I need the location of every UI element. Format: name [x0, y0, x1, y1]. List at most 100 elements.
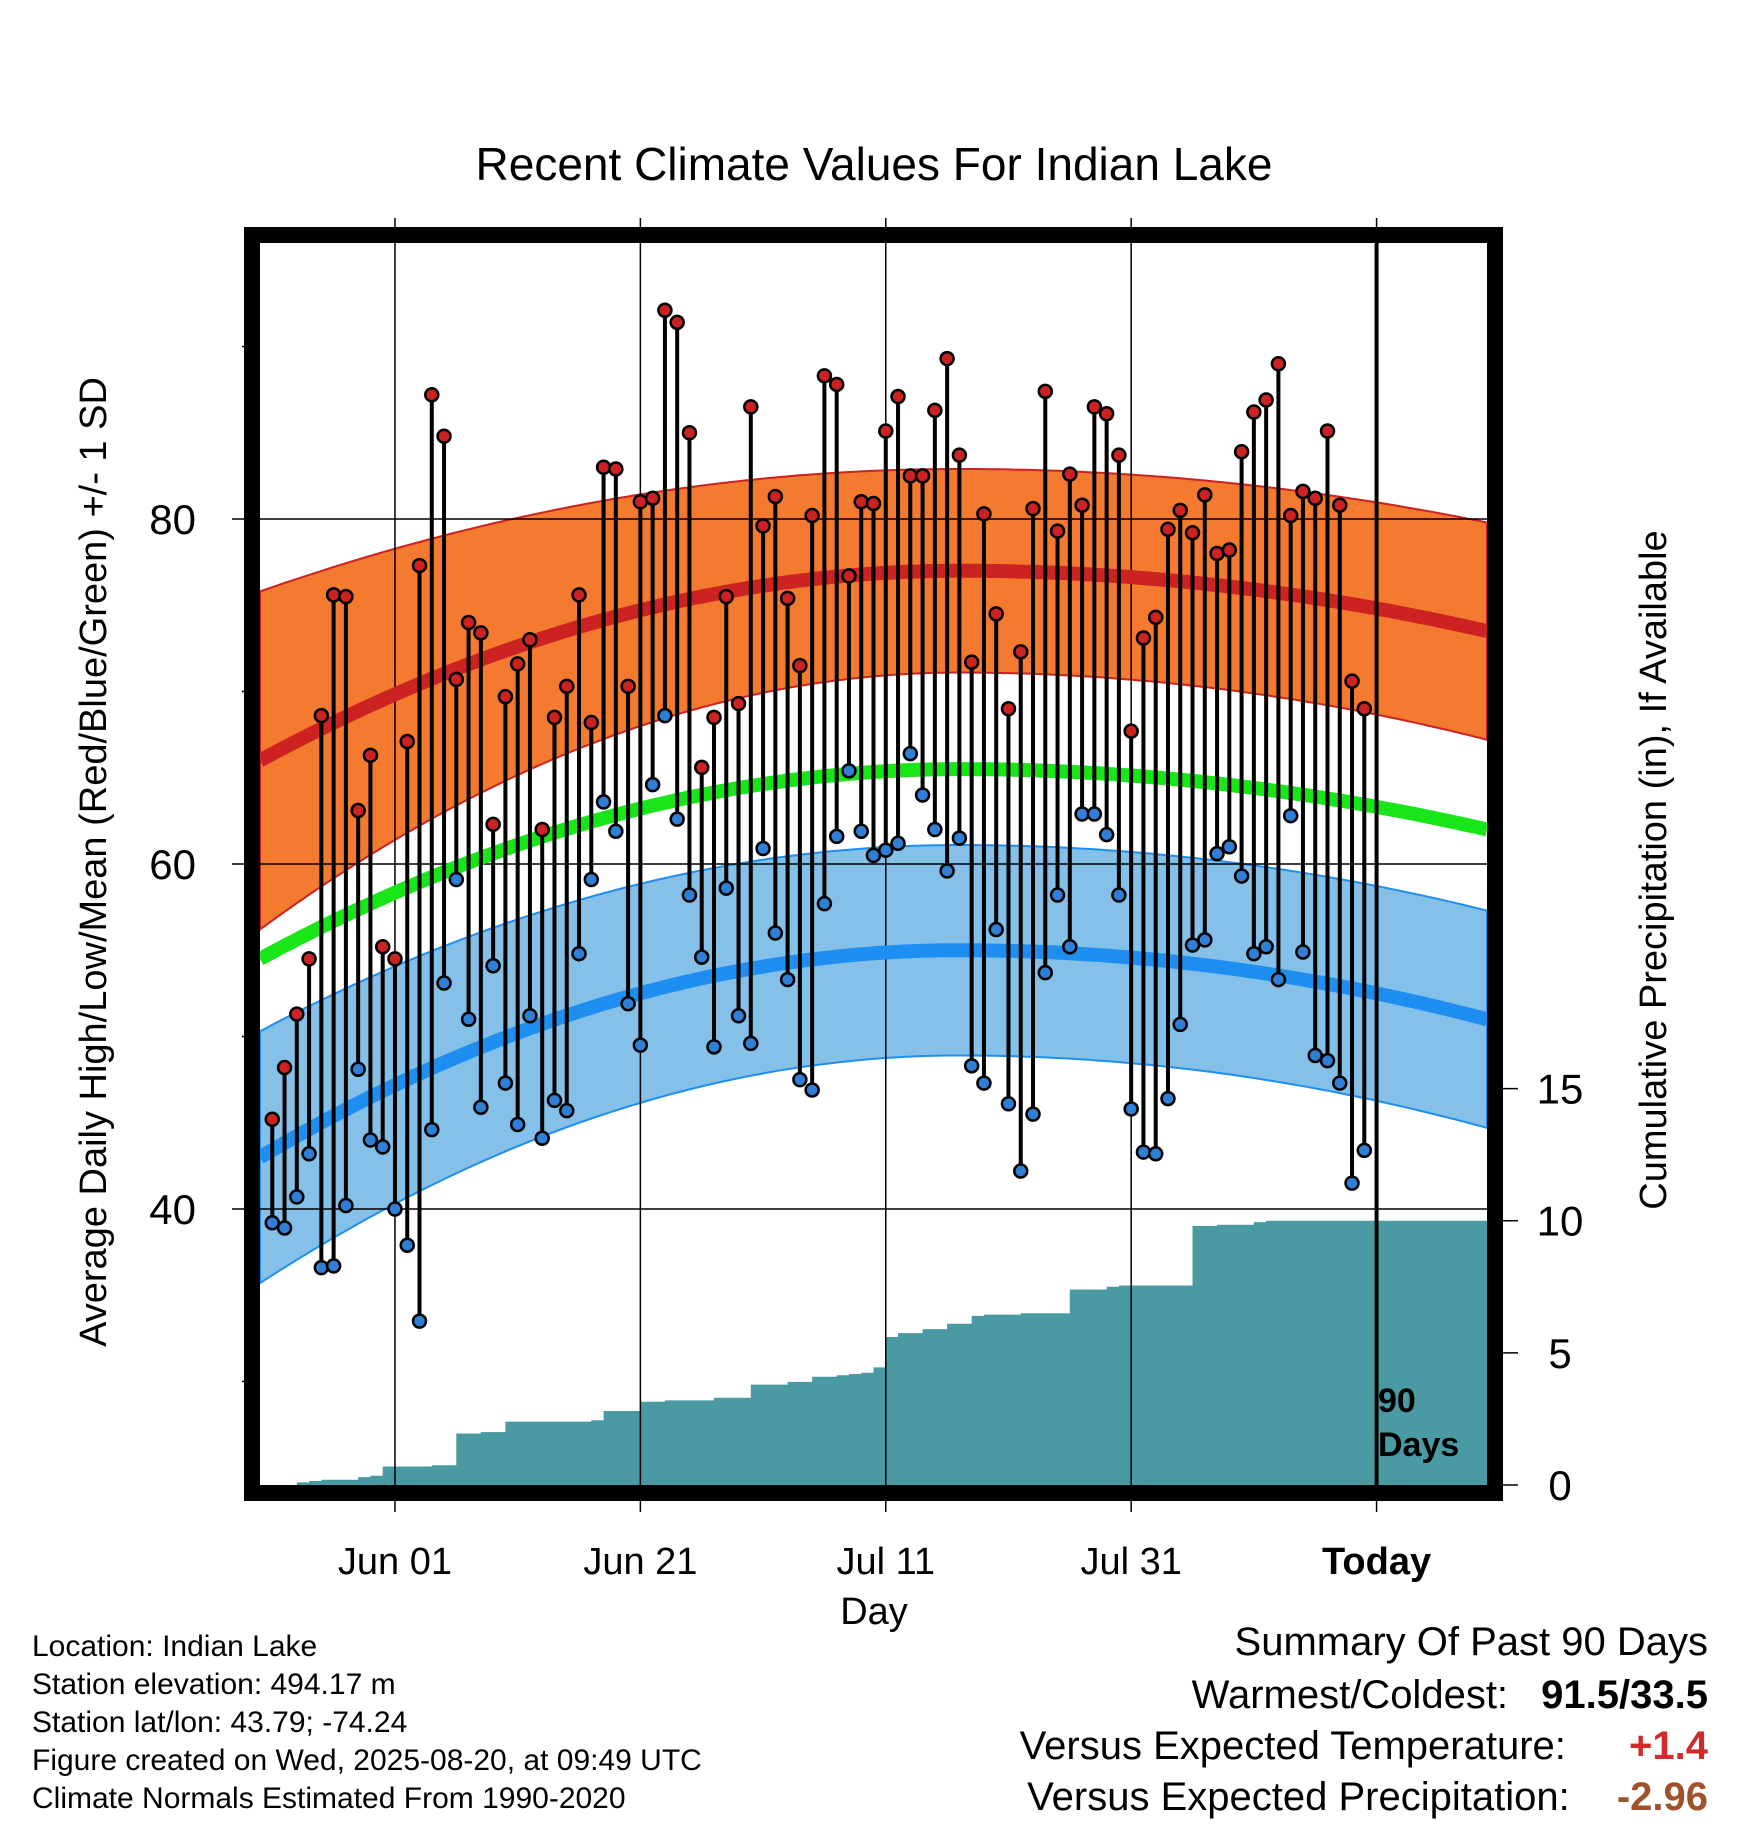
low-point	[301, 1146, 317, 1162]
low-point	[1307, 1047, 1323, 1064]
low-point	[1332, 1075, 1348, 1091]
low-point	[951, 830, 968, 846]
high-point	[313, 707, 330, 724]
low-point	[755, 840, 771, 857]
low-point	[497, 1075, 514, 1091]
low-point	[865, 847, 882, 864]
high-point	[522, 632, 538, 648]
high-point	[473, 625, 489, 641]
high-point	[1012, 644, 1029, 660]
low-point	[767, 925, 784, 941]
high-point	[264, 1111, 281, 1128]
high-point	[325, 587, 342, 603]
low-point	[939, 863, 955, 879]
created-text: Figure created on Wed, 2025-08-20, at 09…	[32, 1744, 702, 1777]
high-point	[792, 657, 808, 674]
high-point	[828, 376, 845, 393]
low-point	[534, 1130, 550, 1147]
high-point	[1344, 673, 1360, 689]
low-point	[963, 1058, 980, 1074]
low-point	[313, 1259, 330, 1276]
y-right-tick-label: 15	[1537, 1066, 1584, 1113]
precipitation-fill	[260, 1220, 1487, 1485]
high-point	[988, 606, 1004, 622]
high-point	[509, 656, 526, 672]
high-point	[657, 302, 673, 319]
high-point	[362, 747, 379, 764]
high-point	[1184, 525, 1201, 541]
precipitation-label: Versus Expected Precipitation:	[1027, 1775, 1570, 1819]
high-point	[595, 459, 612, 475]
low-point	[276, 1220, 293, 1236]
low-point	[509, 1116, 526, 1133]
low-point	[1049, 887, 1066, 903]
high-point	[853, 494, 869, 510]
precipitation-area	[260, 1220, 1487, 1485]
low-point	[374, 1139, 391, 1155]
y-left-tick-label: 40	[149, 1186, 196, 1233]
low-point	[1086, 806, 1103, 822]
high-point	[436, 428, 452, 444]
low-point	[1037, 964, 1054, 981]
high-point	[963, 654, 980, 670]
low-point	[338, 1197, 354, 1214]
low-point	[583, 871, 600, 888]
low-point	[436, 975, 452, 991]
high-point	[1307, 490, 1323, 507]
latlon-text: Station lat/lon: 43.79; -74.24	[32, 1706, 408, 1739]
low-point	[1356, 1142, 1373, 1159]
high-point	[865, 495, 882, 512]
low-point	[792, 1071, 808, 1088]
high-point	[399, 733, 415, 750]
high-point	[411, 557, 428, 574]
high-point	[338, 588, 354, 605]
low-point	[1062, 939, 1078, 955]
high-point	[1111, 447, 1127, 463]
low-point	[730, 1008, 747, 1024]
low-point	[1025, 1106, 1041, 1122]
high-point	[559, 678, 575, 695]
low-point	[816, 895, 833, 912]
high-point	[1282, 507, 1299, 524]
precipitation-value: -2.96	[1616, 1775, 1708, 1819]
low-point	[988, 921, 1004, 938]
low-point	[387, 1201, 403, 1217]
high-point	[1356, 701, 1373, 717]
high-point	[1098, 406, 1115, 422]
y-axis-label-left: Average Daily High/Low/Mean (Red/Blue/Gr…	[73, 377, 115, 1347]
high-point	[350, 802, 366, 819]
x-tick-label: Jun 01	[338, 1541, 452, 1583]
high-point	[620, 678, 636, 695]
low-point	[693, 949, 710, 965]
low-point	[706, 1039, 722, 1055]
high-point	[1258, 392, 1274, 408]
y-right-tick-label: 0	[1548, 1462, 1571, 1509]
high-point	[779, 590, 796, 607]
high-point	[1246, 404, 1262, 420]
low-point	[1123, 1101, 1139, 1117]
daily-value-markers	[264, 302, 1373, 1329]
low-point	[853, 823, 869, 839]
high-point	[387, 951, 403, 967]
low-point	[669, 811, 685, 827]
high-point	[1037, 383, 1054, 400]
low-point	[1209, 845, 1225, 862]
high-point	[693, 759, 710, 776]
high-point	[1197, 487, 1213, 503]
low-point	[460, 1011, 477, 1027]
low-point	[1135, 1144, 1152, 1160]
high-point	[289, 1006, 305, 1022]
low-point	[1098, 826, 1115, 843]
high-point	[681, 425, 698, 441]
high-point	[1025, 500, 1041, 517]
period-label-line2: Days	[1378, 1426, 1459, 1464]
low-point	[657, 707, 673, 724]
low-point	[1319, 1052, 1336, 1069]
high-point	[632, 494, 649, 510]
low-point	[1172, 1016, 1188, 1033]
low-point	[546, 1092, 563, 1109]
low-point	[828, 828, 845, 845]
high-point	[448, 671, 465, 688]
low-point	[289, 1189, 305, 1205]
high-point	[1295, 483, 1311, 500]
